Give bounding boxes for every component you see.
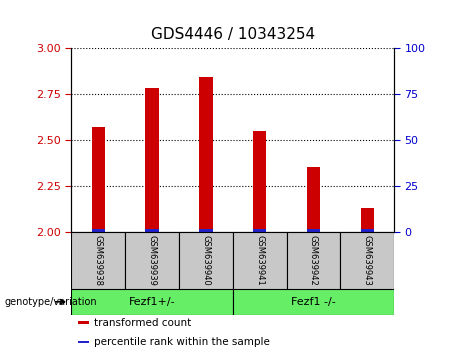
Text: transformed count: transformed count	[94, 318, 191, 328]
Bar	[78, 341, 89, 343]
Bar	[253, 229, 266, 232]
Text: percentile rank within the sample: percentile rank within the sample	[94, 337, 270, 347]
Text: GSM639939: GSM639939	[148, 235, 157, 286]
Title: GDS4446 / 10343254: GDS4446 / 10343254	[151, 28, 315, 42]
Bar	[78, 321, 89, 324]
Text: GSM639938: GSM639938	[94, 235, 103, 286]
Bar	[307, 167, 320, 232]
Bar	[253, 131, 266, 232]
Bar	[199, 77, 213, 232]
Bar	[361, 208, 374, 232]
Bar	[287, 232, 340, 289]
Bar	[71, 232, 125, 289]
Text: GSM639942: GSM639942	[309, 235, 318, 285]
Bar	[307, 229, 320, 232]
Text: Fezf1 -/-: Fezf1 -/-	[291, 297, 336, 307]
Bar	[233, 289, 394, 315]
Bar	[125, 232, 179, 289]
Bar	[199, 229, 213, 232]
Bar	[92, 229, 105, 232]
Bar	[179, 232, 233, 289]
Bar	[233, 232, 287, 289]
Text: Fezf1+/-: Fezf1+/-	[129, 297, 176, 307]
Text: GSM639941: GSM639941	[255, 235, 264, 285]
Bar	[92, 127, 105, 232]
Bar	[145, 88, 159, 232]
Bar	[71, 289, 233, 315]
Bar	[361, 229, 374, 232]
Bar	[145, 229, 159, 232]
Text: GSM639940: GSM639940	[201, 235, 210, 285]
Text: genotype/variation: genotype/variation	[5, 297, 97, 307]
Text: GSM639943: GSM639943	[363, 235, 372, 286]
Bar	[340, 232, 394, 289]
